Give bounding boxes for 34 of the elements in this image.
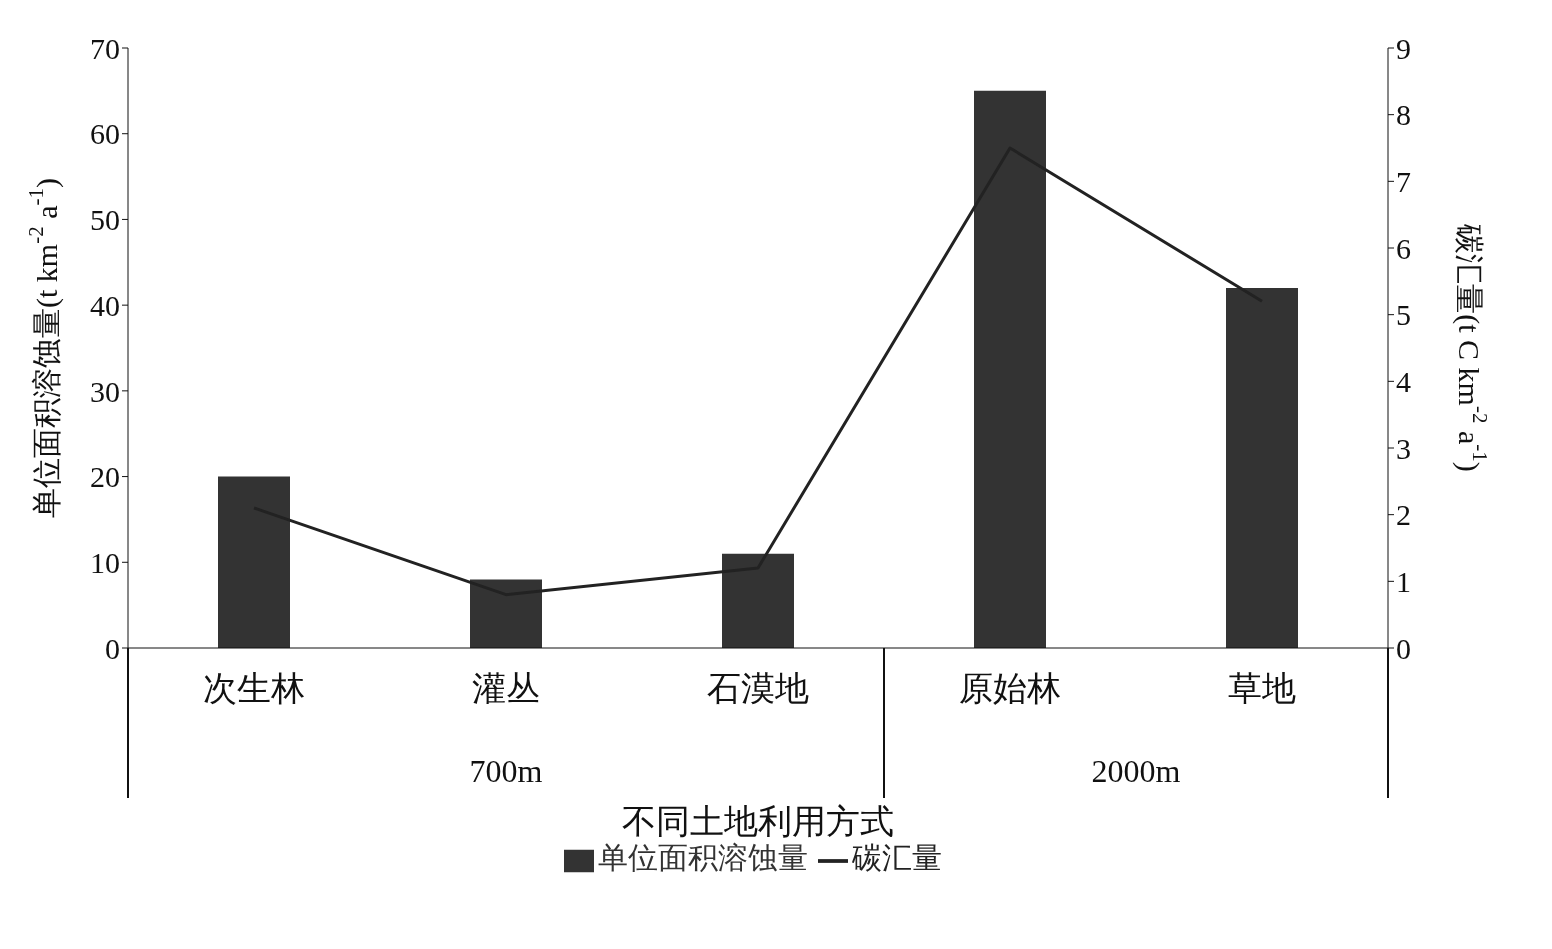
bar <box>722 553 794 648</box>
y-tick-label: 20 <box>90 460 120 494</box>
y-tick-label: 30 <box>90 374 120 408</box>
x-tick-label: 次生林 <box>203 670 305 708</box>
text: 700m <box>468 753 544 790</box>
y-tick-label: 0 <box>105 631 120 665</box>
x-tick-label: 原始林 <box>959 670 1061 708</box>
y-tick-label: 70 <box>90 31 120 65</box>
x-axis-title: 不同土地利用方式 <box>622 803 894 840</box>
y-tick-label: 40 <box>90 288 120 322</box>
bar <box>218 476 290 648</box>
y2-tick-label: 2 <box>1396 498 1411 532</box>
bar <box>974 90 1046 648</box>
x-tick-label: 灌丛 <box>472 670 540 708</box>
bar <box>1226 288 1298 648</box>
bar <box>470 579 542 648</box>
y2-tick-label: 4 <box>1396 364 1411 398</box>
line-series <box>252 146 1264 597</box>
y-tick-label: 60 <box>90 117 120 151</box>
y-tick-label: 50 <box>90 203 120 237</box>
y2-tick-label: 8 <box>1396 98 1411 132</box>
y-tick-label: 10 <box>90 545 120 579</box>
y2-tick-label: 1 <box>1396 564 1411 598</box>
y2-tick-label: 9 <box>1396 31 1411 65</box>
y2-tick-label: 5 <box>1396 298 1411 332</box>
y2-tick-label: 3 <box>1396 431 1411 465</box>
x-tick-label: 石漠地 <box>707 670 809 708</box>
text: 2000m <box>1090 753 1182 790</box>
y2-tick-label: 6 <box>1396 231 1411 265</box>
y2-tick-label: 7 <box>1396 164 1411 198</box>
x-tick-label: 草地 <box>1228 670 1296 708</box>
y2-tick-label: 0 <box>1396 631 1411 665</box>
legend-label: 单位面积溶蚀量 <box>598 841 808 874</box>
legend-label: 碳汇量 <box>852 841 942 874</box>
